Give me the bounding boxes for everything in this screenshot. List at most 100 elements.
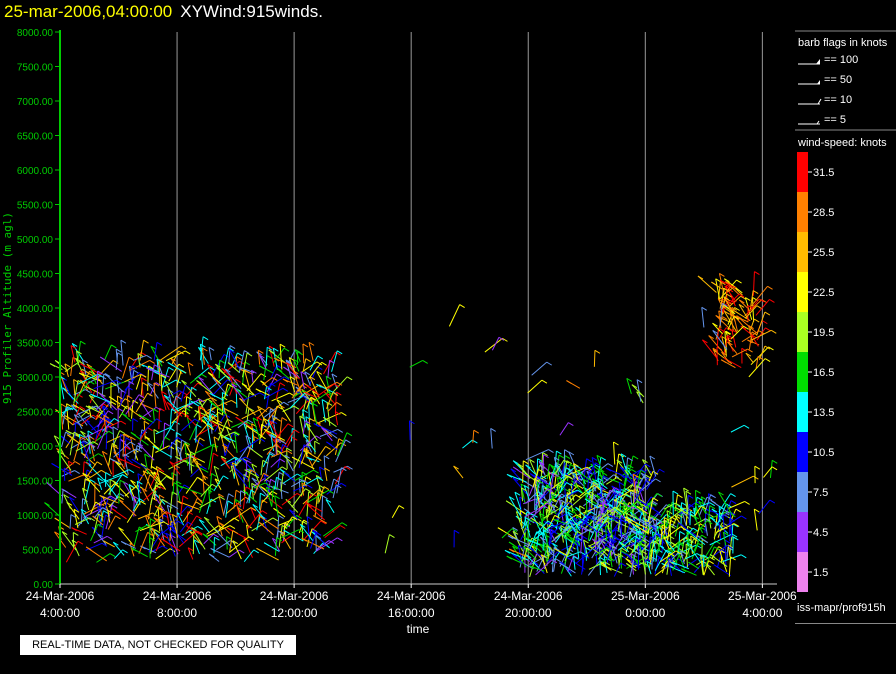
wind-barb: [239, 490, 246, 508]
wind-barb: [65, 540, 84, 563]
wind-barb: [101, 418, 120, 432]
wind-barb: [71, 527, 87, 535]
wind-barb: [546, 463, 555, 479]
wind-barb: [128, 407, 146, 421]
wind-barb: [70, 440, 90, 449]
wind-barb: [155, 445, 175, 453]
wind-barb: [624, 539, 646, 549]
wind-barb: [176, 446, 183, 461]
wind-barb: [507, 535, 532, 547]
wind-barb: [671, 561, 690, 570]
x-tick-time: 4:00:00: [40, 606, 80, 620]
wind-barb: [198, 376, 216, 398]
wind-barb: [281, 429, 300, 451]
wind-barb: [161, 538, 181, 552]
colorbar-segment: [797, 512, 808, 552]
wind-barb: [130, 432, 149, 446]
wind-barb: [70, 345, 77, 363]
wind-barb: [727, 316, 740, 331]
wind-barb: [540, 554, 548, 574]
wind-barb: [237, 419, 254, 429]
wind-barb: [171, 350, 184, 365]
wind-barb: [336, 467, 347, 494]
wind-barb: [179, 439, 187, 463]
wind-barb: [128, 484, 135, 501]
wind-barb: [229, 530, 239, 553]
wind-barb: [279, 417, 288, 439]
wind-barb: [271, 392, 295, 402]
wind-barb: [118, 527, 133, 545]
wind-barb: [151, 364, 160, 381]
wind-barb: [519, 510, 526, 526]
wind-barb: [232, 540, 242, 560]
wind-barb: [150, 529, 161, 554]
wind-barb: [600, 561, 612, 571]
wind-barb: [617, 501, 643, 518]
wind-barb: [223, 493, 234, 515]
wind-barb: [76, 350, 82, 366]
colorbar-label: 13.5: [813, 407, 834, 419]
wind-barb: [112, 469, 135, 478]
wind-barb: [85, 546, 107, 562]
wind-barb: [667, 548, 678, 564]
wind-barb: [745, 352, 754, 364]
x-tick-date: 24-Mar-2006: [260, 589, 329, 603]
wind-barb: [522, 460, 529, 483]
wind-barb: [140, 382, 148, 397]
wind-barb: [718, 491, 733, 515]
y-tick-label: 7500.00: [17, 63, 54, 74]
wind-barb: [257, 405, 268, 425]
wind-barb: [632, 473, 639, 494]
wind-barb: [209, 473, 217, 494]
wind-barb: [273, 405, 283, 421]
wind-barb: [114, 549, 128, 559]
wind-barb: [567, 530, 582, 556]
wind-barb: [220, 431, 240, 439]
wind-barb: [166, 401, 183, 417]
wind-barb: [252, 417, 261, 441]
wind-barb: [208, 346, 215, 361]
y-tick-label: 0.00: [34, 580, 54, 591]
wind-barb: [682, 527, 699, 541]
wind-barb: [160, 374, 167, 394]
wind-barb: [139, 339, 149, 361]
wind-barb: [302, 361, 323, 373]
wind-barb: [132, 418, 139, 431]
wind-barb: [155, 548, 176, 560]
wind-barb: [572, 516, 582, 529]
wind-barb: [689, 510, 696, 526]
wind-barb: [75, 441, 99, 452]
wind-barb: [121, 356, 135, 379]
wind-barb: [263, 542, 280, 552]
wind-barb: [131, 458, 149, 470]
wind-barb: [677, 504, 695, 517]
wind-barb: [201, 347, 208, 365]
wind-barb: [137, 473, 144, 493]
wind-barb: [645, 492, 663, 510]
wind-barb: [681, 568, 697, 576]
barb-sample: [798, 120, 820, 125]
wind-barb: [520, 487, 527, 502]
wind-barbs: [44, 271, 778, 578]
wind-barb: [266, 382, 276, 408]
wind-barb: [629, 469, 647, 477]
wind-barb: [173, 400, 201, 411]
wind-barb: [591, 481, 599, 508]
wind-barb: [153, 341, 163, 361]
wind-barb: [258, 365, 274, 374]
wind-barb: [631, 384, 645, 398]
y-tick-label: 6500.00: [17, 132, 54, 143]
wind-barb: [704, 546, 720, 567]
wind-barb: [491, 336, 505, 351]
wind-barb: [697, 275, 717, 293]
wind-barb: [274, 495, 280, 518]
wind-barb: [218, 493, 225, 516]
wind-barb: [227, 362, 240, 374]
wind-barb: [659, 550, 682, 563]
wind-barb: [87, 430, 94, 454]
wind-barb: [199, 343, 206, 370]
colorbar-label: 25.5: [813, 247, 834, 259]
wind-barb: [131, 399, 139, 419]
wind-barb: [154, 505, 168, 515]
wind-barb: [567, 492, 593, 510]
